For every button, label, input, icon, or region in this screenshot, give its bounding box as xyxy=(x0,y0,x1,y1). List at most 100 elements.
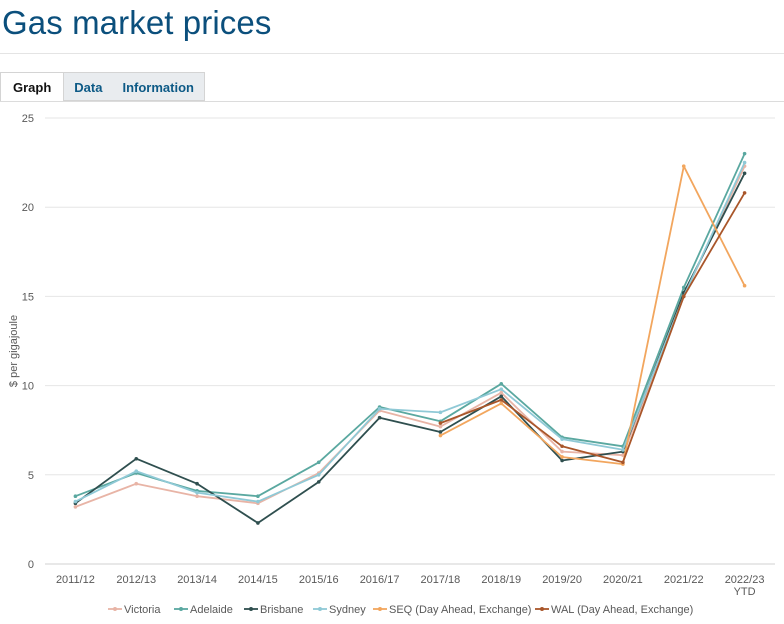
y-tick-label: 5 xyxy=(28,470,34,482)
data-point xyxy=(316,480,321,484)
series-line xyxy=(74,172,746,524)
legend-marker xyxy=(249,607,253,611)
legend-label: SEQ (Day Ahead, Exchange) xyxy=(389,604,531,616)
data-point xyxy=(621,448,625,452)
x-axis-ticks: 2011/12 2012/13 2013/14 2014/15 2015/16 2016/… xyxy=(56,574,765,598)
x-tick-label: 2022/23 YTD xyxy=(725,574,765,598)
title-divider xyxy=(0,53,784,54)
data-point xyxy=(438,424,443,429)
y-tick-label: 15 xyxy=(22,291,34,303)
data-point xyxy=(195,490,199,495)
data-point xyxy=(134,456,139,461)
y-axis-ticks: 0 5 10 15 20 25 xyxy=(22,113,34,571)
x-tick-label: 2015/16 xyxy=(299,574,339,586)
legend-item: Victoria xyxy=(108,604,161,616)
tab-bar: Graph Data Information xyxy=(0,72,205,102)
series-seq-day-ahead-exchange xyxy=(438,164,747,466)
data-point xyxy=(499,382,504,386)
legend-label: Victoria xyxy=(124,604,161,616)
legend-item: Brisbane xyxy=(244,604,303,616)
data-point xyxy=(499,387,504,391)
data-point xyxy=(499,401,504,406)
data-point xyxy=(742,151,747,156)
inactive-tab-group: Data Information xyxy=(64,72,205,101)
data-point xyxy=(73,494,78,499)
series-sydney xyxy=(73,160,747,504)
x-tick-label: 2012/13 xyxy=(116,574,156,586)
x-tick-label: 2017/18 xyxy=(421,574,461,586)
series-line xyxy=(440,192,746,464)
data-point xyxy=(560,455,564,459)
data-point xyxy=(560,458,564,463)
data-point xyxy=(377,415,382,420)
x-tick-label: 2014/15 xyxy=(238,574,278,586)
tab-information[interactable]: Information xyxy=(122,80,194,95)
data-point xyxy=(256,494,260,499)
data-point xyxy=(134,469,139,474)
data-point xyxy=(560,437,564,441)
page-title: Gas market prices xyxy=(2,4,272,41)
series-line xyxy=(75,165,746,508)
x-tick-label: 2018/19 xyxy=(481,574,521,586)
series-line xyxy=(75,153,746,498)
tab-data[interactable]: Data xyxy=(74,80,103,95)
data-point xyxy=(742,283,747,288)
data-point xyxy=(742,191,747,195)
data-point xyxy=(316,473,321,477)
data-point xyxy=(621,460,625,465)
legend-label: Sydney xyxy=(329,604,366,616)
legend-marker xyxy=(540,607,544,611)
y-tick-label: 10 xyxy=(22,381,34,393)
data-point xyxy=(681,294,686,299)
data-point xyxy=(438,421,443,425)
data-point xyxy=(438,410,443,415)
data-point xyxy=(377,406,382,411)
tab-graph[interactable]: Graph xyxy=(0,72,65,102)
data-point xyxy=(195,494,199,499)
series-victoria xyxy=(73,164,747,509)
chart-series xyxy=(73,151,747,525)
legend-marker xyxy=(318,607,322,611)
gas-price-chart: 0 5 10 15 20 25 2011/12 2012/13 2013/14 2014/15 2… xyxy=(8,113,775,616)
legend-item: Sydney xyxy=(313,604,366,616)
data-point xyxy=(560,449,564,454)
data-point xyxy=(195,481,199,486)
legend-item: SEQ (Day Ahead, Exchange) xyxy=(373,604,531,616)
legend-marker xyxy=(179,607,183,611)
chart-legend: Victoria Adelaide Brisbane Sydney SEQ (Day A… xyxy=(108,604,693,616)
series-line xyxy=(74,162,746,503)
x-tick-label: 2020/21 xyxy=(603,574,643,586)
series-wal-day-ahead-exchange xyxy=(438,191,747,465)
x-tick-label: 2013/14 xyxy=(177,574,217,586)
data-point xyxy=(256,499,260,504)
x-tick-label: 2019/20 xyxy=(542,574,582,586)
data-point xyxy=(681,285,686,290)
legend-item: Adelaide xyxy=(174,604,233,616)
data-point xyxy=(438,433,443,438)
data-point xyxy=(499,398,504,402)
chart-gridlines xyxy=(45,117,775,565)
x-tick-label: 2011/12 xyxy=(56,574,95,586)
y-axis-title: $ per gigajoule xyxy=(8,315,20,387)
data-point xyxy=(742,171,747,176)
legend-label: Adelaide xyxy=(190,604,233,616)
data-point xyxy=(742,160,747,165)
data-point xyxy=(316,460,321,465)
series-line xyxy=(439,165,746,465)
data-point xyxy=(256,521,260,525)
data-point xyxy=(681,164,686,168)
y-tick-label: 0 xyxy=(28,559,34,571)
y-tick-label: 25 xyxy=(22,113,34,125)
series-adelaide xyxy=(73,151,747,499)
data-point xyxy=(73,505,78,509)
data-point xyxy=(560,444,564,449)
legend-marker xyxy=(378,607,382,611)
legend-marker xyxy=(113,607,117,611)
y-tick-label: 20 xyxy=(22,202,34,214)
data-point xyxy=(499,390,504,395)
tabs-divider xyxy=(0,101,784,102)
legend-item: WAL (Day Ahead, Exchange) xyxy=(535,604,693,616)
legend-label: WAL (Day Ahead, Exchange) xyxy=(551,604,693,616)
data-point xyxy=(499,394,504,399)
data-point xyxy=(438,430,443,434)
